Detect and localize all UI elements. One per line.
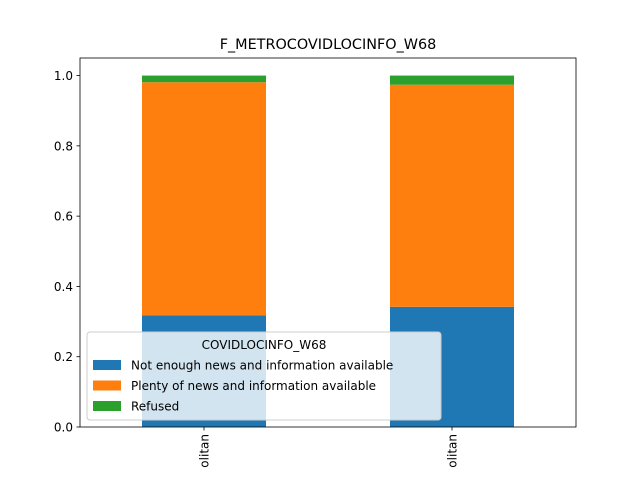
bar-series-1-category-1	[390, 84, 514, 307]
y-tick-label: 0.0	[54, 421, 73, 435]
legend-box	[86, 331, 442, 421]
y-tick-label: 0.2	[54, 350, 73, 364]
y-tick-label: 0.8	[54, 139, 73, 153]
legend-swatch-2	[93, 401, 121, 411]
axes-frame	[79, 57, 577, 428]
bar-series-1-category-0	[142, 82, 266, 316]
bar-series-2-category-1	[390, 75, 514, 85]
x-tick-label: olitan	[198, 434, 212, 468]
y-tick-label: 0.4	[54, 280, 73, 294]
legend: COVIDLOCINFO_W68 Not enough news and info…	[86, 331, 442, 421]
y-tick-label: 1.0	[54, 69, 73, 83]
legend-swatch-1	[93, 380, 121, 391]
bar-series-2-category-0	[142, 75, 266, 83]
y-tick-label: 0.6	[54, 210, 73, 224]
legend-title: COVIDLOCINFO_W68	[202, 338, 327, 352]
legend-swatch-0	[93, 360, 121, 370]
legend-label-1: Plenty of news and information available	[131, 379, 376, 393]
legend-label-0: Not enough news and information availabl…	[131, 359, 393, 373]
axes: 0.0 0.2 0.4 0.6 0.8 1.0 olitan olitan	[54, 57, 577, 468]
chart-title: F_METROCOVIDLOCINFO_W68	[220, 37, 437, 53]
legend-label-2: Refused	[131, 400, 179, 414]
x-tick-label: olitan	[446, 434, 460, 468]
